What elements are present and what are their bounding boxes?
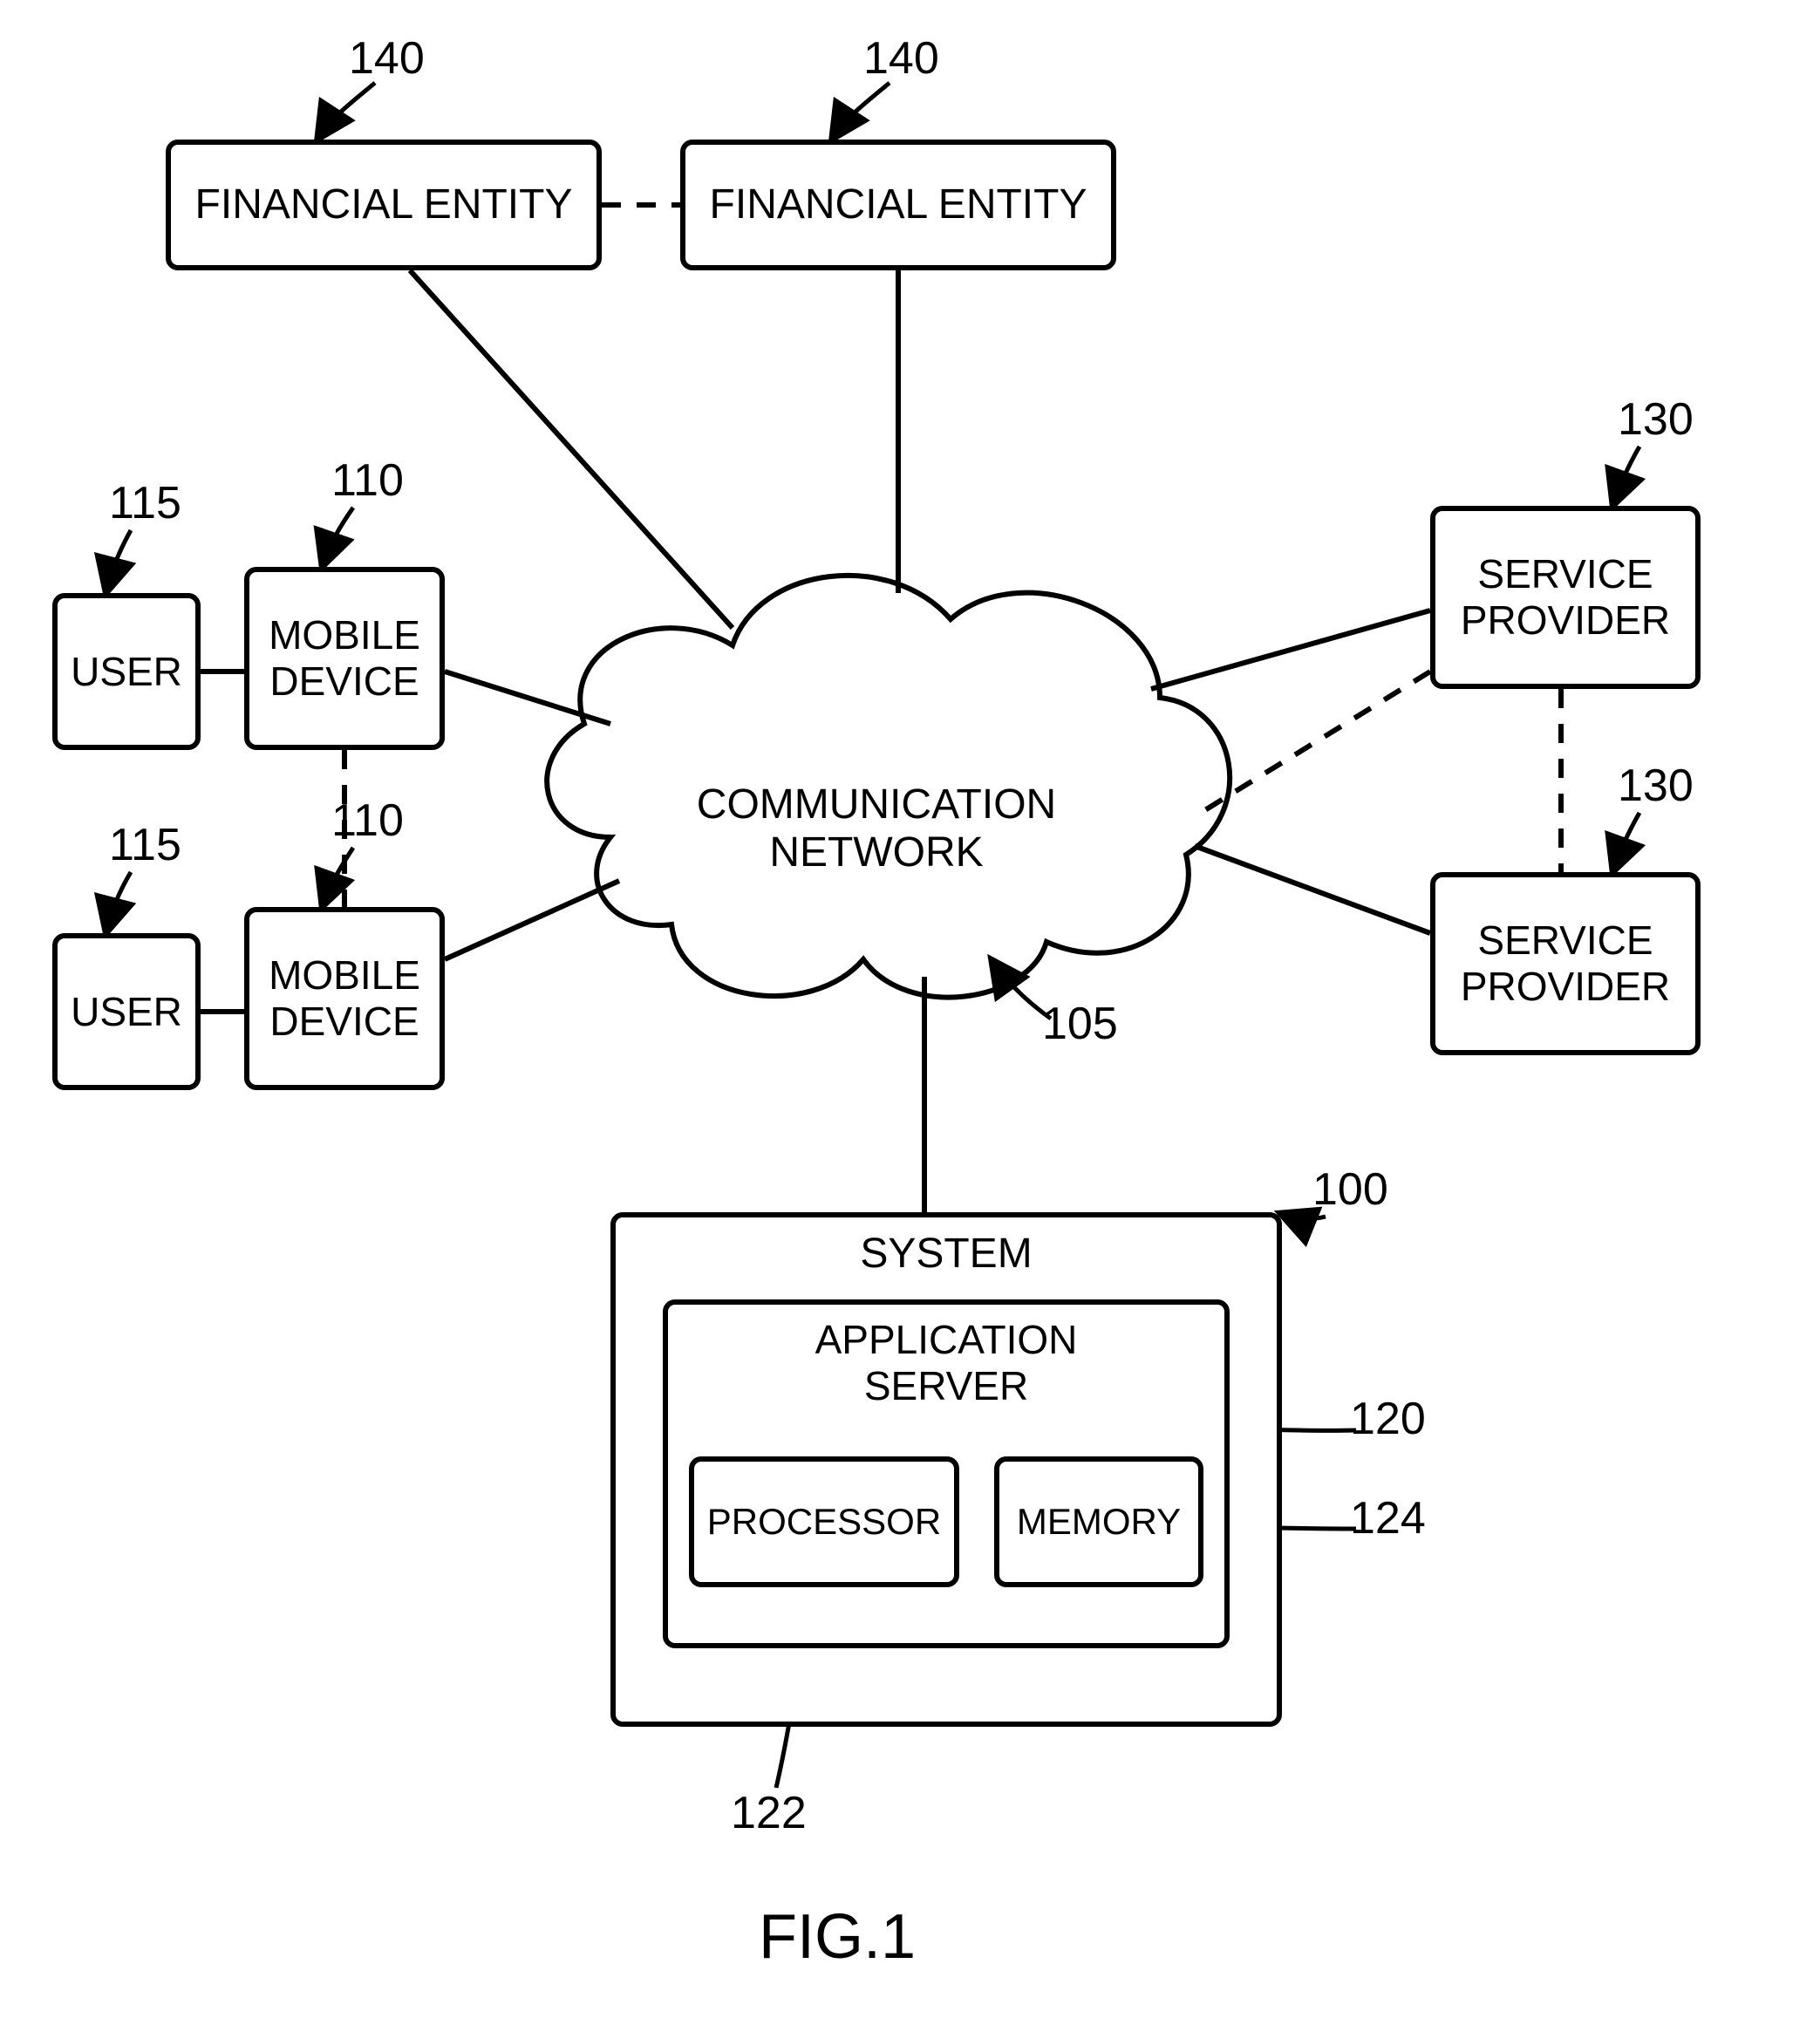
ref-110-a: 110 bbox=[331, 455, 404, 508]
processor-label: PROCESSOR bbox=[707, 1501, 941, 1543]
ref-115-a: 115 bbox=[109, 478, 181, 530]
user-label-2: USER bbox=[71, 989, 182, 1035]
ref-115-b: 115 bbox=[109, 820, 181, 872]
mobile-device-box-2: MOBILE DEVICE bbox=[244, 907, 445, 1090]
ref-140-a: 140 bbox=[349, 33, 425, 85]
mobile-device-label-2: MOBILE DEVICE bbox=[269, 952, 420, 1045]
user-box-2: USER bbox=[52, 933, 201, 1090]
service-provider-label-2: SERVICE PROVIDER bbox=[1461, 917, 1670, 1010]
figure-caption: FIG.1 bbox=[759, 1901, 916, 1973]
ref-124: 124 bbox=[1350, 1493, 1426, 1545]
ref-130-a: 130 bbox=[1618, 394, 1694, 447]
ref-110-b: 110 bbox=[331, 795, 404, 848]
ref-105: 105 bbox=[1042, 999, 1118, 1051]
financial-entity-label-2: FINANCIAL ENTITY bbox=[710, 181, 1087, 228]
memory-label: MEMORY bbox=[1017, 1501, 1181, 1543]
service-provider-box-1: SERVICE PROVIDER bbox=[1430, 506, 1701, 689]
service-provider-label-1: SERVICE PROVIDER bbox=[1461, 551, 1670, 644]
financial-entity-box-2: FINANCIAL ENTITY bbox=[680, 140, 1116, 270]
user-box-1: USER bbox=[52, 593, 201, 750]
financial-entity-box-1: FINANCIAL ENTITY bbox=[166, 140, 602, 270]
user-label-1: USER bbox=[71, 649, 182, 695]
ref-140-b: 140 bbox=[863, 33, 939, 85]
ref-122: 122 bbox=[731, 1788, 807, 1840]
system-label: SYSTEM bbox=[860, 1230, 1032, 1278]
ref-130-b: 130 bbox=[1618, 760, 1694, 813]
diagram-canvas: FINANCIAL ENTITY FINANCIAL ENTITY USER M… bbox=[0, 0, 1820, 2032]
ref-120: 120 bbox=[1350, 1394, 1426, 1446]
ref-100: 100 bbox=[1312, 1164, 1388, 1217]
service-provider-box-2: SERVICE PROVIDER bbox=[1430, 872, 1701, 1055]
financial-entity-label-1: FINANCIAL ENTITY bbox=[195, 181, 573, 228]
mobile-device-box-1: MOBILE DEVICE bbox=[244, 567, 445, 750]
mobile-device-label-1: MOBILE DEVICE bbox=[269, 612, 420, 705]
cloud-label: COMMUNICATION NETWORK bbox=[689, 733, 1064, 877]
processor-box: PROCESSOR bbox=[689, 1456, 959, 1587]
memory-box: MEMORY bbox=[994, 1456, 1203, 1587]
application-server-label: APPLICATION SERVER bbox=[815, 1317, 1078, 1409]
